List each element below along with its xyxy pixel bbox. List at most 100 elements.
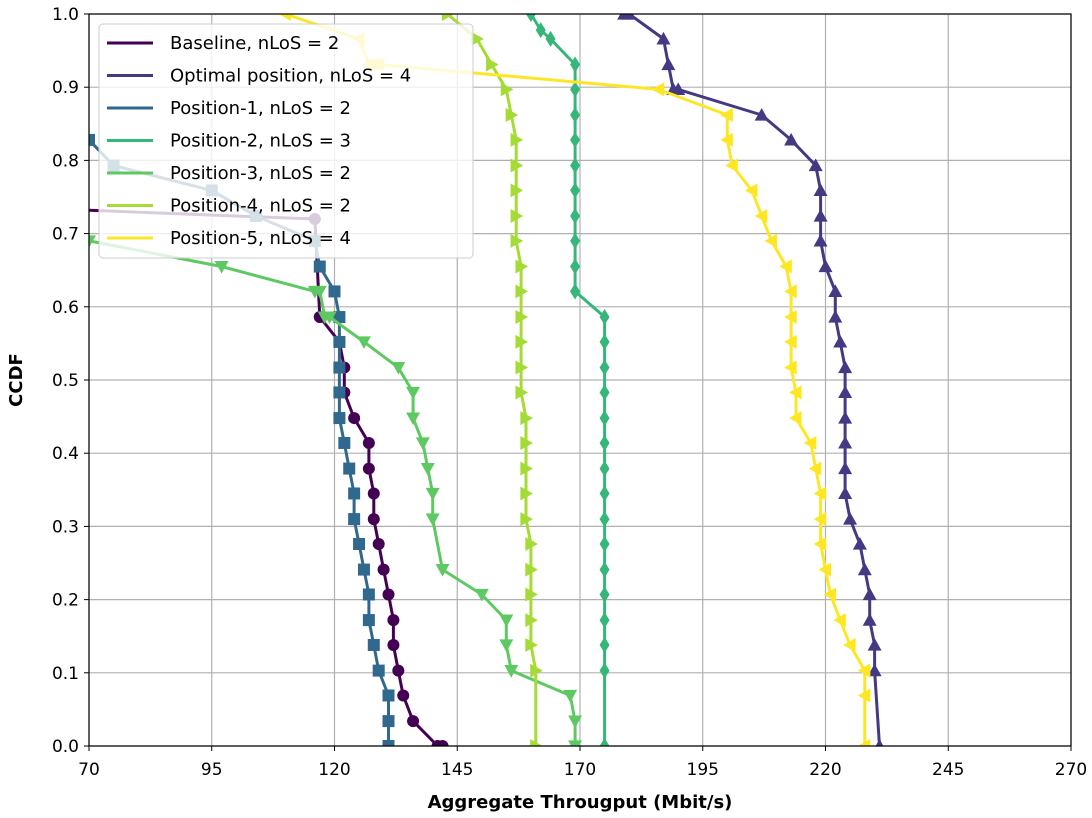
data-point [387,638,400,651]
data-point [813,486,827,501]
data-point [382,715,395,728]
y-axis-label: CCDF [6,353,27,407]
data-point [838,411,853,424]
data-point [348,412,361,425]
data-point [362,614,375,627]
data-point [392,664,405,677]
data-point [525,637,538,652]
data-point [406,386,421,400]
data-point [570,258,581,275]
series-position-4-nlos-2 [441,14,543,746]
data-point [813,209,828,222]
data-point [843,512,858,525]
series-position-2-nlos-3 [525,14,610,746]
series-position-3-nlos-2 [89,235,583,746]
data-point [372,664,385,677]
data-point [525,14,536,22]
data-point [387,614,400,627]
data-point [486,57,499,72]
data-point [406,412,421,426]
x-tick-label: 220 [809,760,841,780]
data-point [754,108,769,121]
data-point [857,663,871,678]
x-tick-label: 70 [78,760,100,780]
data-point [570,131,581,148]
data-point [599,309,610,326]
data-point [599,738,610,746]
data-point [862,587,877,601]
data-point [525,587,538,602]
x-tick-label: 270 [1055,760,1087,780]
data-point [813,512,827,527]
y-tick-label: 0.7 [52,225,79,245]
data-point [857,688,871,703]
data-point [599,636,610,653]
data-point [764,233,778,248]
data-point [520,512,533,527]
data-point [89,133,95,146]
data-point [89,235,96,248]
data-point [568,740,583,746]
data-point [852,536,867,550]
data-point [779,259,792,274]
data-point [515,360,529,375]
data-point [838,385,853,399]
data-point [838,486,853,500]
legend-label: Position-2, nLoS = 3 [170,131,351,152]
data-point [499,614,514,628]
data-point [828,284,843,298]
data-point [599,612,610,629]
data-point [362,588,375,601]
data-point [435,563,450,577]
data-point [530,663,543,678]
data-point [441,14,455,21]
data-point [333,335,346,348]
data-point [651,82,665,97]
data-point [278,14,291,21]
data-point [828,310,843,323]
data-point [867,663,882,677]
data-point [862,613,877,626]
data-point [784,284,797,299]
data-point [382,588,395,601]
y-tick-label: 0.3 [52,517,79,537]
y-tick-label: 0.1 [52,664,79,684]
data-point [500,82,514,97]
series-line [446,14,538,746]
data-point [720,132,733,147]
data-point [333,386,346,399]
data-point [808,461,822,476]
data-point [407,715,420,728]
data-point [813,536,827,551]
data-point [622,14,637,20]
data-point [333,311,346,324]
data-point [382,740,395,746]
data-point [570,182,581,199]
data-point [833,334,848,348]
data-point [568,715,583,729]
data-point [525,562,538,577]
data-point [214,260,229,274]
data-point [520,411,533,426]
data-point [530,739,543,746]
data-point [789,385,802,400]
data-point [391,361,406,375]
data-point [818,259,833,273]
data-point [333,361,346,374]
data-point [425,487,440,501]
legend-box [98,23,474,259]
data-point [720,108,733,123]
data-point [322,311,337,325]
data-point [875,739,884,746]
data-point [857,562,872,576]
data-point [784,360,797,375]
data-point [599,333,610,350]
data-point [823,587,837,602]
data-point [343,462,356,475]
x-tick-label: 120 [318,760,350,780]
data-point [599,434,610,451]
data-point [357,563,370,576]
data-point [570,157,581,174]
y-tick-label: 0.4 [52,444,79,464]
y-tick-label: 0.9 [52,78,79,98]
